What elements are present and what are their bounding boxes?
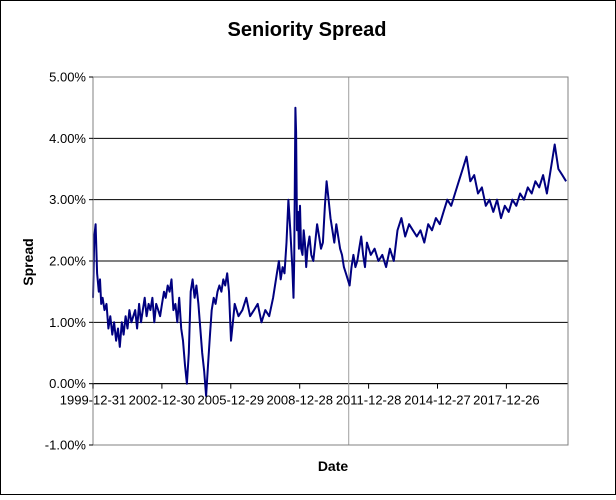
y-tick-label: 5.00% (49, 70, 86, 85)
x-tick-label: 2014-12-27 (404, 393, 471, 408)
x-tick-label: 2002-12-30 (129, 393, 196, 408)
y-tick-label: 3.00% (49, 192, 86, 207)
y-axis-title: Spread (20, 238, 36, 285)
x-axis-ticks: 1999-12-31 2002-12-30 2005-12-29 2008-12-28… (60, 383, 540, 408)
grid-layer (93, 137, 568, 385)
chart-title: Seniority Spread (228, 19, 387, 41)
x-tick-label: 2011-12-28 (336, 393, 402, 408)
y-tick-label: 1.00% (49, 315, 86, 330)
x-axis-title: Date (318, 458, 349, 474)
y-tick-label: 4.00% (49, 131, 86, 146)
y-tick-label: 2.00% (49, 254, 86, 269)
x-tick-label: 2008-12-28 (266, 393, 333, 408)
x-tick-label: 2005-12-29 (198, 393, 265, 408)
x-tick-label: 1999-12-31 (60, 393, 127, 408)
series-line (92, 106, 567, 397)
x-tick-label: 2017-12-26 (473, 393, 540, 408)
y-tick-label: 0.00% (49, 376, 86, 391)
series-layer (92, 106, 567, 397)
y-axis-ticks: -1.00% 0.00% 1.00% 2.00% 3.00% 4.00% 5.00% (45, 70, 93, 453)
y-tick-label: -1.00% (45, 438, 87, 453)
